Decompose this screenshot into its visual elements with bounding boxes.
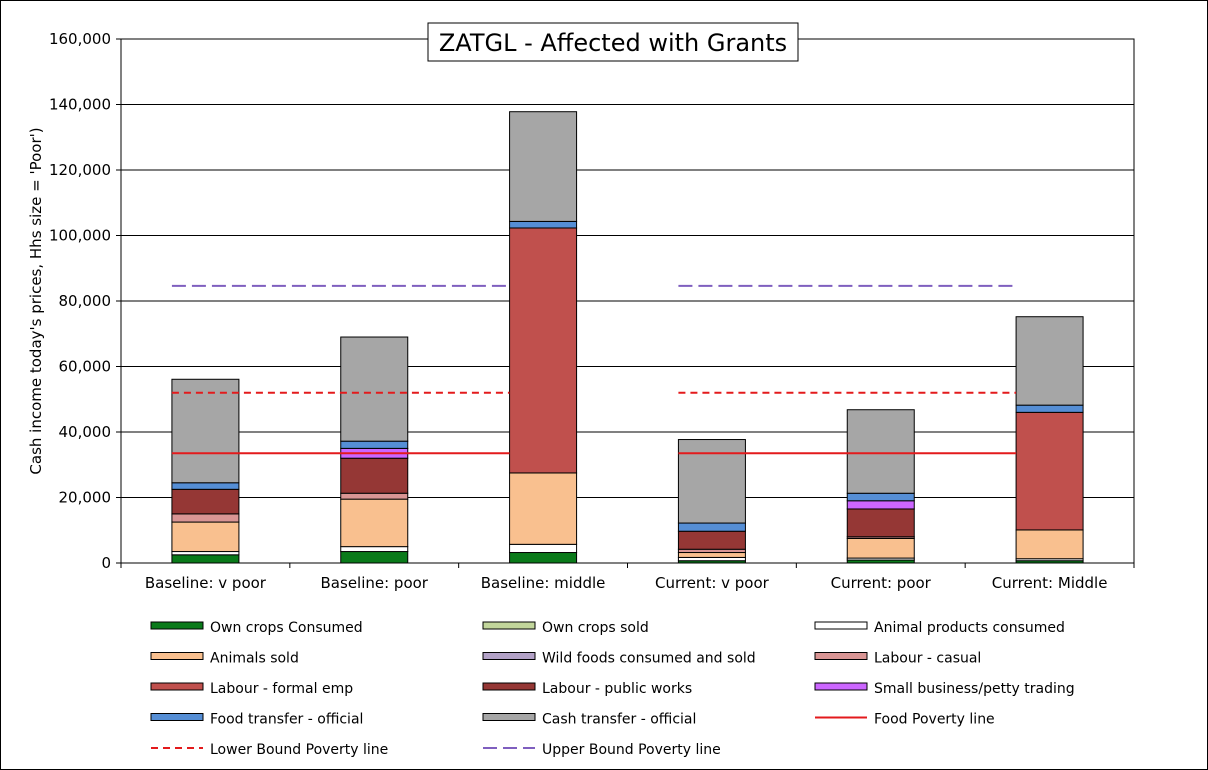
- y-tick-label: 120,000: [49, 161, 111, 179]
- legend-swatch: [814, 652, 868, 660]
- legend-item: Animal products consumed: [814, 620, 1065, 636]
- legend-item: Food transfer - official: [150, 712, 363, 728]
- bars: [171, 111, 1084, 564]
- legend-swatch: [482, 621, 536, 630]
- legend-swatch: [482, 652, 536, 660]
- bar-segment: [340, 336, 409, 442]
- legend-swatch: [482, 713, 536, 721]
- bar-segment: [340, 492, 409, 500]
- legend-item: Labour - public works: [482, 681, 692, 697]
- legend-item: Own crops Consumed: [150, 620, 363, 636]
- legend-swatch: [150, 652, 204, 660]
- poverty-lines: [171, 284, 1017, 455]
- y-axis-label: Cash income today's prices, Hhs size = '…: [27, 127, 45, 474]
- bar-segment: [509, 472, 578, 545]
- y-tick-label: 80,000: [59, 292, 112, 310]
- legend-swatch: [814, 682, 868, 691]
- bar-segment: [340, 498, 409, 548]
- legend-item: Wild foods consumed and sold: [482, 651, 756, 667]
- legend-label: Animals sold: [210, 651, 299, 667]
- gridlines: [120, 38, 1135, 564]
- legend-item: Food Poverty line: [815, 712, 995, 728]
- legend-label: Food Poverty line: [874, 712, 995, 728]
- legend-item: Animals sold: [150, 651, 299, 667]
- legend-label: Wild foods consumed and sold: [542, 651, 756, 667]
- x-tick-label: Baseline: v poor: [145, 574, 267, 592]
- axes: 0 20,000 40,000 60,000 80,000 100,000 120,000 1…: [49, 30, 1135, 592]
- bar-segment: [509, 220, 578, 229]
- bar-segment: [171, 488, 240, 515]
- legend-label: Own crops Consumed: [210, 620, 363, 636]
- bar-segment: [340, 551, 409, 564]
- bar-segment: [340, 440, 409, 449]
- y-tick-label: 0: [101, 554, 111, 572]
- bar-segment: [846, 492, 915, 502]
- legend-label: Labour - formal emp: [210, 681, 353, 697]
- bar-segment: [171, 554, 240, 564]
- bar-segment: [846, 500, 915, 510]
- bar-segment: [1015, 529, 1084, 560]
- legend-item: Lower Bound Poverty line: [151, 742, 388, 758]
- legend-label: Animal products consumed: [874, 620, 1065, 636]
- x-tick-label: Current: poor: [831, 574, 932, 592]
- y-tick-label: 40,000: [59, 423, 112, 441]
- legend-item: Cash transfer - official: [482, 712, 696, 728]
- bar-segment: [677, 522, 746, 532]
- legend-swatch: [150, 713, 204, 721]
- legend-item: Upper Bound Poverty line: [483, 742, 721, 758]
- legend-label: Labour - public works: [542, 681, 692, 697]
- legend-label: Upper Bound Poverty line: [542, 742, 721, 758]
- bar-segment: [171, 521, 240, 553]
- x-tick-label: Baseline: middle: [481, 574, 606, 592]
- legend-item: Labour - formal emp: [150, 681, 353, 697]
- legend-label: Food transfer - official: [210, 712, 363, 728]
- legend-item: Labour - casual: [814, 651, 981, 667]
- chart-title: ZATGL - Affected with Grants: [439, 29, 787, 57]
- bar-segment: [677, 552, 746, 558]
- legend-label: Labour - casual: [874, 651, 981, 667]
- x-tick-label: Current: Middle: [992, 574, 1108, 592]
- bar-segment: [171, 482, 240, 490]
- y-tick-label: 20,000: [59, 489, 112, 507]
- legend-swatch: [150, 621, 204, 630]
- y-tick-label: 60,000: [59, 358, 112, 376]
- bar-segment: [677, 439, 746, 524]
- bar-segment: [846, 409, 915, 494]
- bar-segment: [1015, 404, 1084, 413]
- bar-segment: [846, 537, 915, 559]
- legend: Own crops Consumed Own crops sold Animal p…: [150, 620, 1075, 758]
- bar-segment: [846, 508, 915, 538]
- bar-segment: [509, 227, 578, 474]
- bar-segment: [677, 530, 746, 550]
- bar-segment: [509, 543, 578, 554]
- legend-label: Lower Bound Poverty line: [210, 742, 388, 758]
- bar-segment: [171, 378, 240, 484]
- legend-swatch: [814, 621, 868, 630]
- bar-segment: [509, 552, 578, 564]
- y-tick-label: 100,000: [49, 227, 111, 245]
- legend-item: Own crops sold: [482, 620, 649, 636]
- legend-label: Cash transfer - official: [542, 712, 696, 728]
- legend-label: Own crops sold: [542, 620, 649, 636]
- bar-segment: [340, 457, 409, 494]
- legend-item: Small business/petty trading: [814, 681, 1075, 697]
- bar-segment: [1015, 411, 1084, 531]
- bar-segment: [171, 513, 240, 523]
- x-tick-label: Current: v poor: [655, 574, 770, 592]
- legend-swatch: [150, 682, 204, 691]
- bar-segment: [1015, 316, 1084, 406]
- chart-title-box: ZATGL - Affected with Grants: [427, 22, 799, 62]
- legend-swatch: [482, 682, 536, 691]
- y-tick-label: 160,000: [49, 30, 111, 48]
- y-tick-label: 140,000: [49, 96, 111, 114]
- bar-segment: [509, 111, 578, 222]
- legend-label: Small business/petty trading: [874, 681, 1075, 697]
- bar-segment: [340, 546, 409, 553]
- x-tick-label: Baseline: poor: [321, 574, 429, 592]
